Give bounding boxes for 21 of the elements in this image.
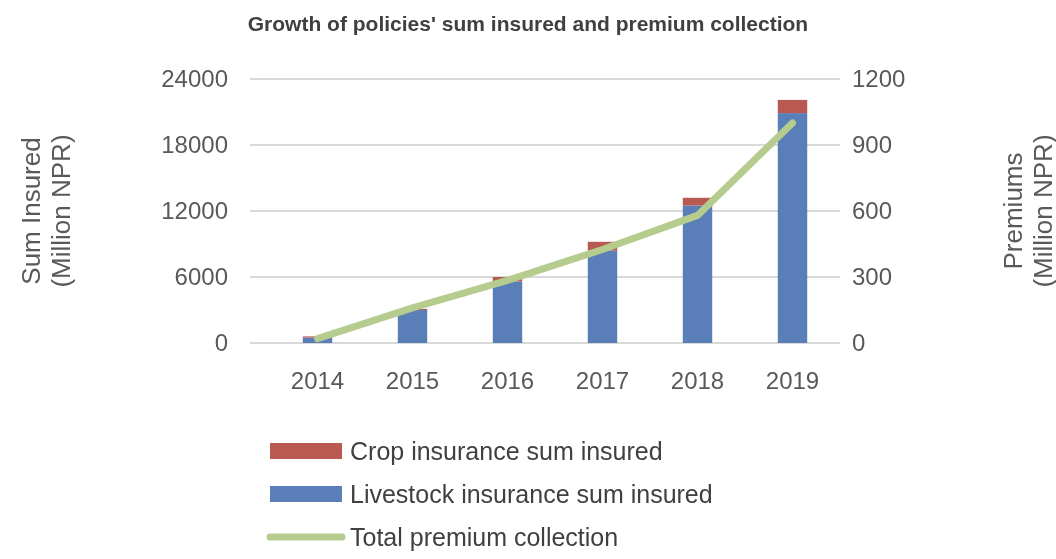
y2-tick-label: 600 [852, 197, 893, 225]
chart-title: Growth of policies' sum insured and premium collection [247, 12, 809, 35]
y-tick-label: 0 [214, 329, 228, 357]
x-tick-label: 2016 [480, 367, 535, 394]
x-tick-label: 2015 [385, 367, 440, 394]
legend-label: Total premium collection [350, 522, 619, 551]
y-tick-label: 18000 [161, 131, 228, 159]
y-tick-label: 24000 [161, 65, 228, 93]
y-tick-label: 12000 [161, 197, 228, 225]
x-tick-label: 2019 [765, 367, 820, 394]
legend-label: Livestock insurance sum insured [350, 479, 713, 508]
y2-tick-label: 900 [852, 131, 893, 159]
x-tick-label: 2017 [575, 367, 630, 394]
y2-tick-label: 1200 [852, 65, 906, 93]
x-tick-label: 2018 [670, 367, 725, 394]
legend-label: Crop insurance sum insured [350, 436, 663, 465]
y2-tick-label: 0 [852, 329, 866, 357]
y-tick-label: 6000 [174, 263, 228, 291]
y-axis-title: Sum Insured (Million NPR) [16, 134, 76, 288]
y2-tick-label: 300 [852, 263, 893, 291]
x-tick-label: 2014 [290, 367, 345, 394]
